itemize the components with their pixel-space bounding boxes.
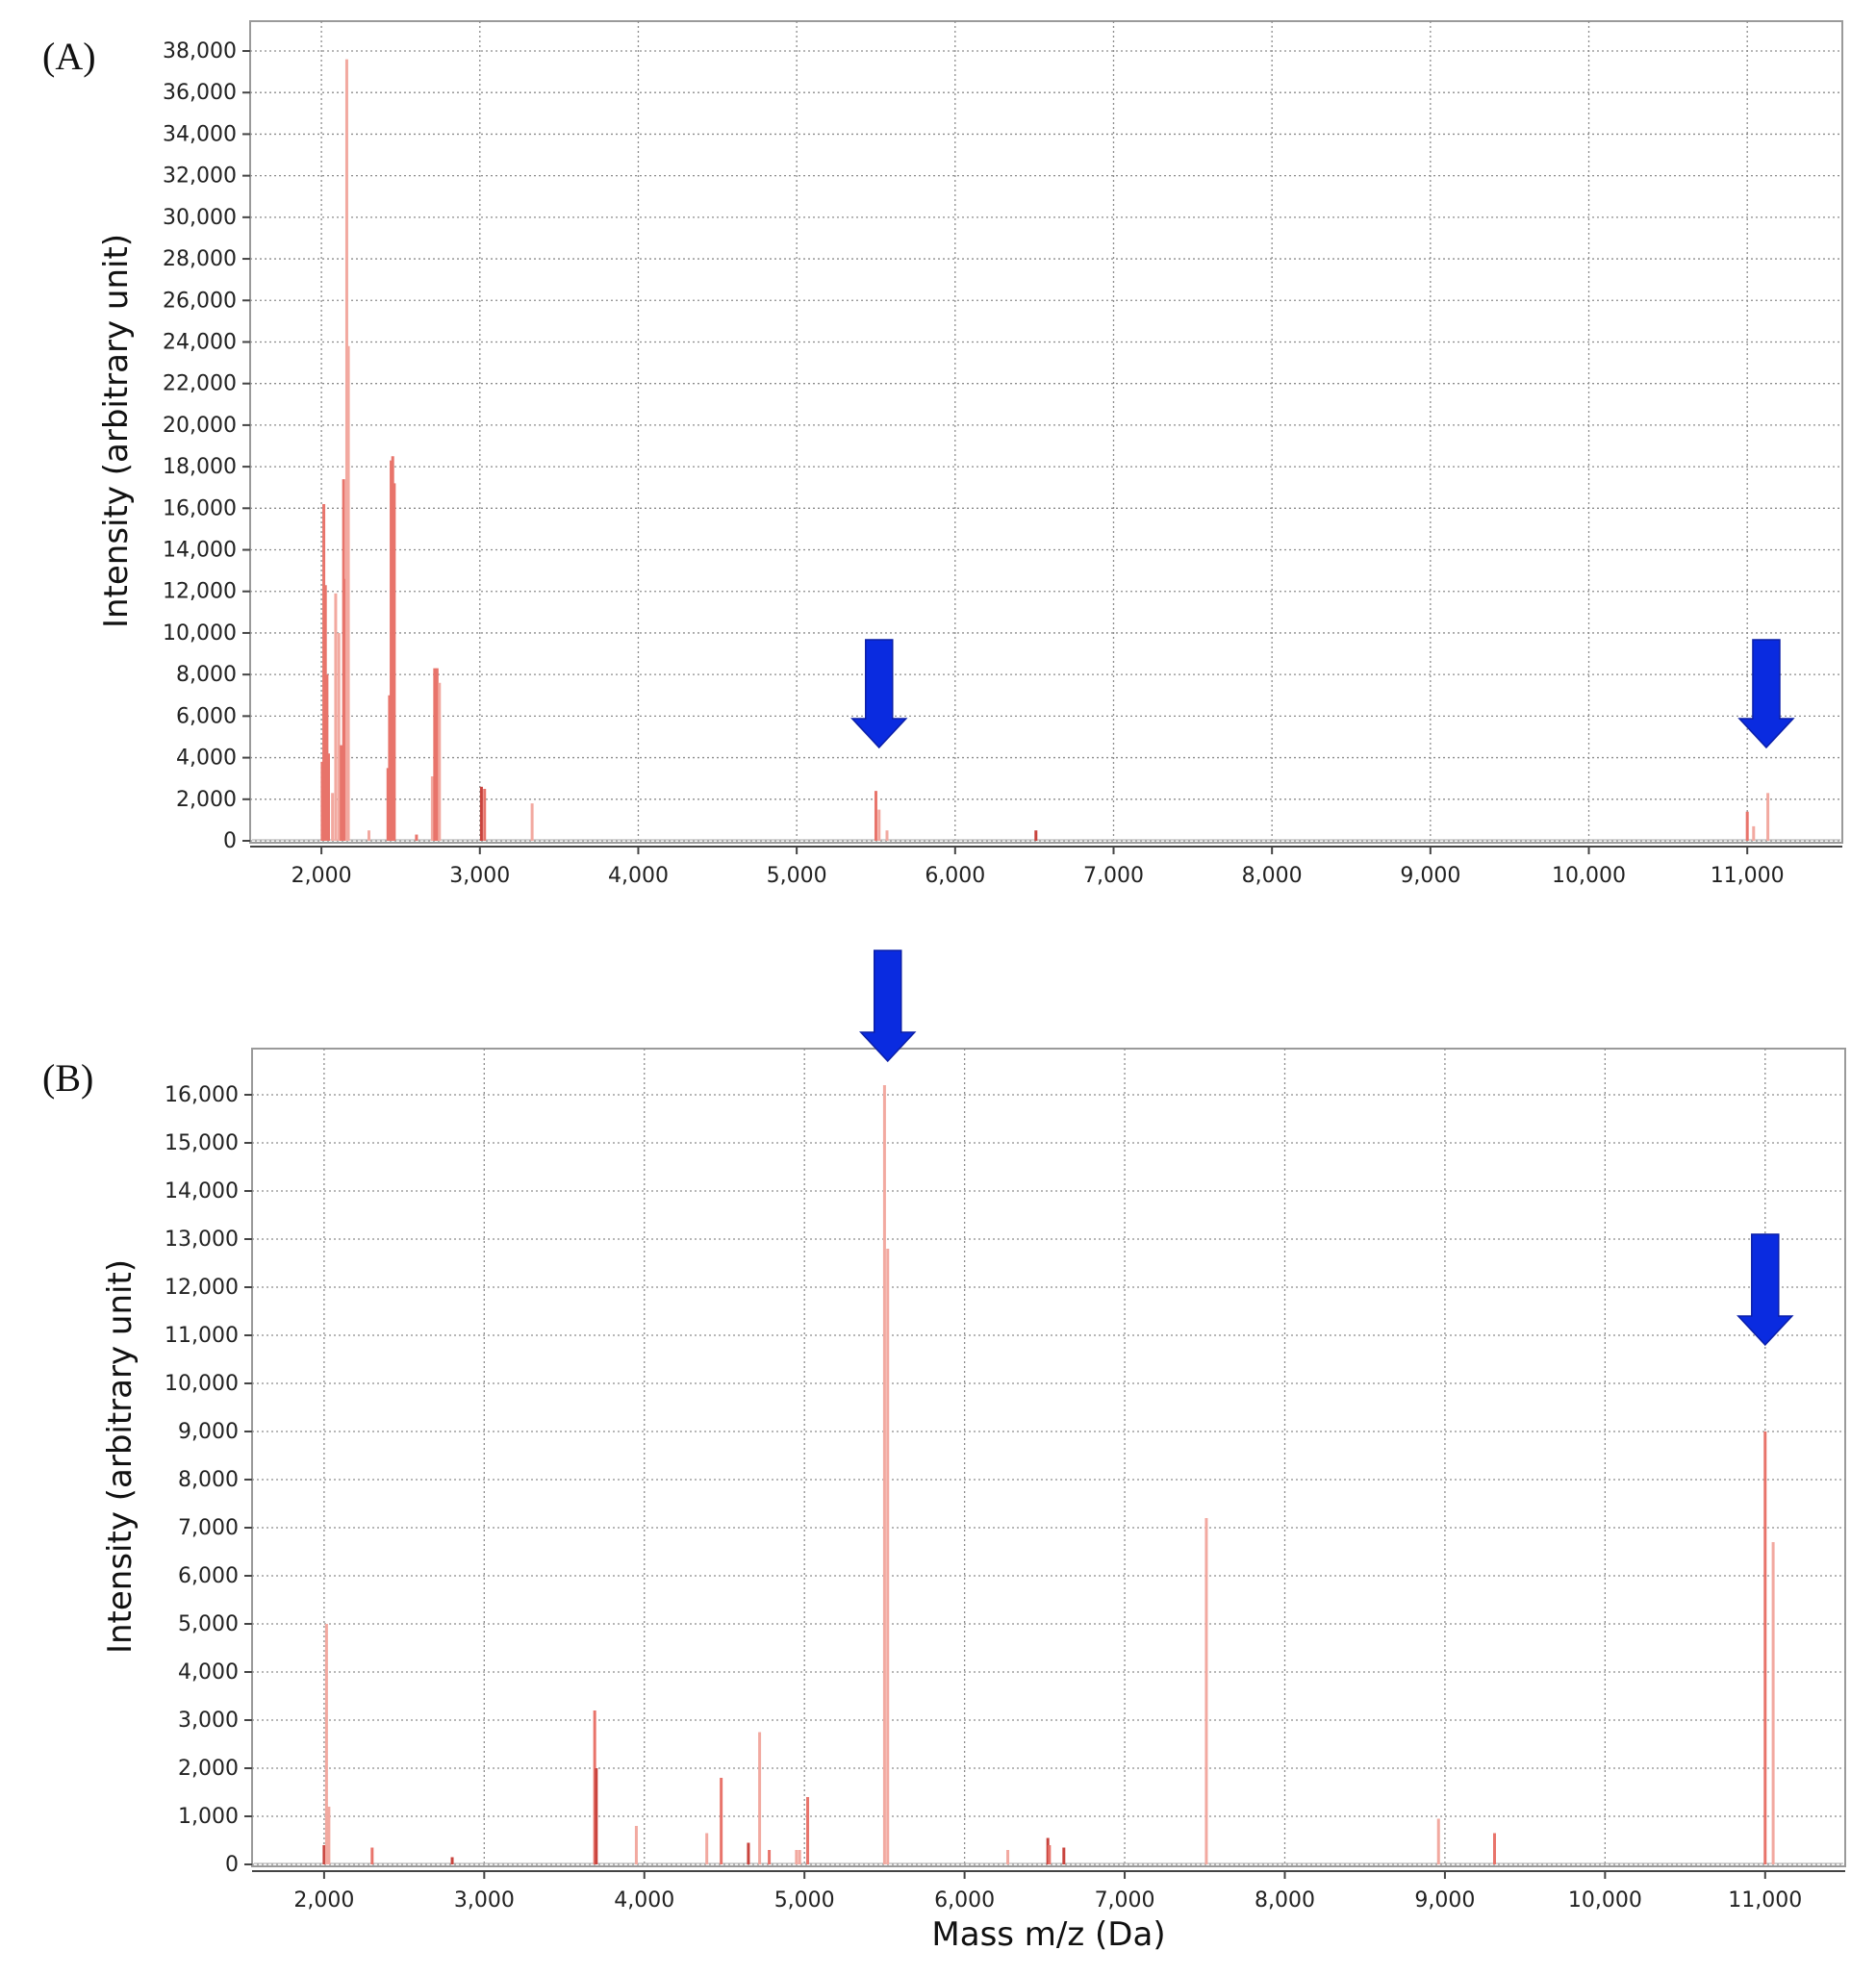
- y-tick-label: 3,000: [178, 1709, 239, 1733]
- y-tick-label: 14,000: [165, 1179, 239, 1203]
- y-tick-label: 14,000: [163, 539, 237, 563]
- y-tick-label: 6,000: [176, 704, 237, 728]
- y-tick-label: 18,000: [163, 455, 237, 479]
- y-tick-label: 32,000: [163, 165, 237, 189]
- y-tick-label: 6,000: [178, 1564, 239, 1588]
- y-tick-label: 5,000: [178, 1612, 239, 1636]
- down-arrow-icon: [850, 639, 908, 749]
- y-tick-label: 8,000: [178, 1468, 239, 1492]
- y-tick-label: 7,000: [178, 1516, 239, 1540]
- plot-frame: [249, 20, 1843, 844]
- y-tick-label: 10,000: [165, 1372, 239, 1396]
- y-tick-label: 30,000: [163, 206, 237, 230]
- x-tick-label: 10,000: [1568, 1888, 1642, 1913]
- x-tick-label: 5,000: [774, 1888, 835, 1913]
- panel-b-spectrum: (B) 0 1,000 2,000 3,000 4,000 5,000 6,000 7,000 8…: [42, 950, 1846, 1954]
- x-tick-label: 8,000: [1255, 1888, 1315, 1913]
- down-arrow-icon: [859, 950, 917, 1063]
- y-tick-label: 4,000: [176, 747, 237, 771]
- y-tick-label: 0: [225, 1853, 239, 1877]
- x-tick-label: 10,000: [1552, 864, 1626, 888]
- panel-a-spectrum: (A) 0 2,000 4,000 6,000 8,000 10,000 12,000 14,0…: [42, 20, 1843, 888]
- y-tick-label: 13,000: [165, 1228, 239, 1252]
- down-arrow-icon: [1737, 1233, 1794, 1347]
- y-tick-label: 1,000: [178, 1805, 239, 1829]
- x-axis-title: Mass m/z (Da): [931, 1915, 1165, 1954]
- panel-label: (B): [42, 1056, 93, 1100]
- y-tick-label: 12,000: [165, 1276, 239, 1300]
- y-tick-label: 12,000: [163, 580, 237, 604]
- x-tick-label: 8,000: [1242, 864, 1303, 888]
- y-tick-label: 9,000: [178, 1420, 239, 1444]
- y-tick-label: 2,000: [176, 788, 237, 812]
- y-tick-label: 4,000: [178, 1660, 239, 1685]
- x-tick-label: 11,000: [1728, 1888, 1802, 1913]
- plot-frame: [251, 1048, 1846, 1867]
- x-tick-label: 4,000: [614, 1888, 674, 1913]
- y-tick-label: 34,000: [163, 122, 237, 146]
- x-tick-label: 9,000: [1400, 864, 1460, 888]
- x-tick-label: 5,000: [767, 864, 827, 888]
- y-tick-label: 20,000: [163, 414, 237, 438]
- y-tick-label: 38,000: [163, 39, 237, 63]
- y-tick-label: 15,000: [165, 1131, 239, 1155]
- x-tick-label: 2,000: [293, 1888, 354, 1913]
- y-tick-label: 26,000: [163, 289, 237, 313]
- x-tick-label: 7,000: [1095, 1888, 1155, 1913]
- x-tick-label: 6,000: [925, 864, 985, 888]
- y-tick-label: 22,000: [163, 372, 237, 396]
- x-tick-label: 3,000: [449, 864, 510, 888]
- x-tick-label: 2,000: [292, 864, 352, 888]
- x-tick-label: 4,000: [608, 864, 669, 888]
- y-tick-label: 8,000: [176, 663, 237, 687]
- y-axis-title: Intensity (arbitrary unit): [101, 1259, 139, 1654]
- y-tick-label: 16,000: [163, 496, 237, 520]
- y-axis-title: Intensity (arbitrary unit): [97, 234, 136, 628]
- y-tick-label: 0: [223, 829, 237, 853]
- y-tick-label: 2,000: [178, 1757, 239, 1781]
- x-tick-label: 9,000: [1414, 1888, 1475, 1913]
- x-tick-label: 3,000: [454, 1888, 515, 1913]
- panel-label: (A): [42, 35, 96, 78]
- x-tick-label: 11,000: [1711, 864, 1785, 888]
- y-tick-label: 16,000: [165, 1083, 239, 1107]
- y-tick-label: 28,000: [163, 247, 237, 271]
- down-arrow-icon: [1737, 639, 1795, 749]
- y-tick-label: 36,000: [163, 81, 237, 105]
- y-tick-label: 24,000: [163, 330, 237, 354]
- y-tick-label: 10,000: [163, 621, 237, 646]
- x-tick-label: 7,000: [1083, 864, 1144, 888]
- x-tick-label: 6,000: [934, 1888, 995, 1913]
- y-tick-label: 11,000: [165, 1324, 239, 1348]
